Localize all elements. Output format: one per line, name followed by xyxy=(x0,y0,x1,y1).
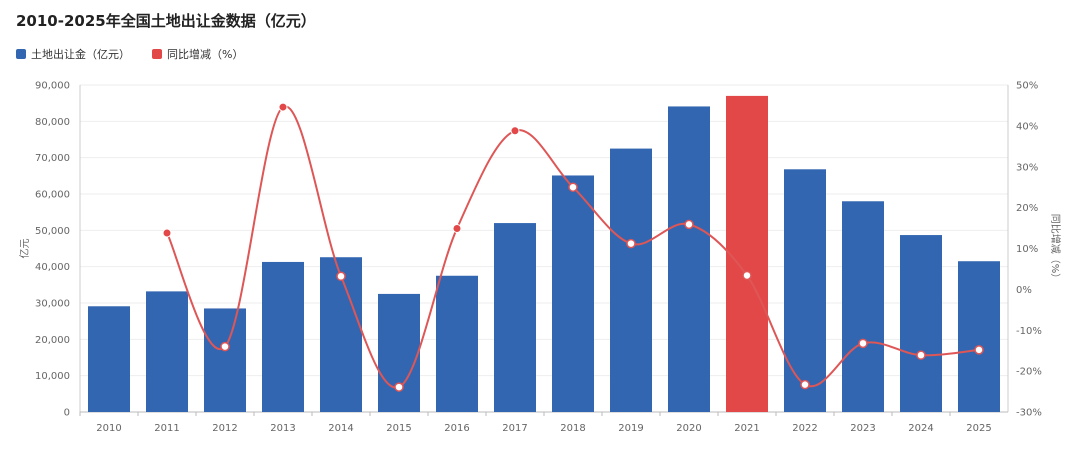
x-tick-label: 2017 xyxy=(502,423,527,434)
bar xyxy=(436,275,478,412)
line-point xyxy=(800,379,810,390)
legend-label-line: 同比增减（%） xyxy=(167,48,244,61)
line-point xyxy=(974,345,984,355)
line-point xyxy=(510,126,520,136)
bar xyxy=(88,306,130,412)
y-tick-label: 90,000 xyxy=(35,81,70,92)
y2-tick-label: -30% xyxy=(1016,408,1042,419)
bar xyxy=(668,106,710,412)
x-tick-label: 2012 xyxy=(212,423,237,434)
x-tick-label: 2025 xyxy=(966,423,991,434)
bar xyxy=(726,95,768,413)
bar xyxy=(378,293,420,412)
bar xyxy=(958,261,1000,412)
x-tick-label: 2020 xyxy=(676,423,701,434)
bar xyxy=(610,148,652,413)
line-point xyxy=(452,223,462,233)
x-tick-label: 2014 xyxy=(328,423,353,434)
line-point xyxy=(394,382,404,392)
x-tick-label: 2016 xyxy=(444,423,469,434)
y-tick-label: 50,000 xyxy=(35,226,70,237)
legend-item-bar[interactable]: 土地出让金（亿元） xyxy=(16,46,130,62)
bar xyxy=(204,308,246,412)
y-axis-title: 亿元 xyxy=(18,239,31,259)
line-point xyxy=(278,102,288,112)
x-tick-label: 2011 xyxy=(154,423,179,434)
y-tick-label: 60,000 xyxy=(35,190,70,201)
line-point xyxy=(916,350,926,360)
bar xyxy=(146,291,188,412)
x-tick-label: 2013 xyxy=(270,423,295,434)
y2-tick-label: 0% xyxy=(1016,285,1032,296)
legend-item-line[interactable]: 同比增减（%） xyxy=(152,46,243,62)
chart-title: 2010-2025年全国土地出让金数据（亿元） xyxy=(16,12,316,30)
bar xyxy=(784,169,826,412)
y-tick-label: 10,000 xyxy=(35,371,70,382)
legend-swatch-line xyxy=(152,49,162,59)
y2-tick-label: 10% xyxy=(1016,244,1038,255)
x-tick-label: 2024 xyxy=(908,423,933,434)
line-point xyxy=(684,219,694,230)
bar xyxy=(900,235,942,412)
y2-tick-label: -10% xyxy=(1016,326,1042,337)
line-point xyxy=(626,238,636,249)
legend-swatch-bar xyxy=(16,49,26,59)
y2-tick-label: -20% xyxy=(1016,367,1042,378)
bar xyxy=(842,201,884,412)
x-tick-label: 2023 xyxy=(850,423,875,434)
y2-tick-label: 40% xyxy=(1016,121,1038,132)
line-point xyxy=(858,338,868,349)
line-point xyxy=(568,182,578,192)
x-tick-label: 2021 xyxy=(734,423,759,434)
y2-tick-label: 30% xyxy=(1016,162,1038,173)
legend: 土地出让金（亿元） 同比增减（%） xyxy=(16,46,243,62)
y-tick-label: 30,000 xyxy=(35,299,70,310)
x-tick-label: 2019 xyxy=(618,423,643,434)
x-tick-label: 2015 xyxy=(386,423,411,434)
y2-axis-title: 同比增减（%） xyxy=(1049,214,1062,284)
y-tick-label: 0 xyxy=(64,408,70,419)
bar xyxy=(552,175,594,412)
x-tick-label: 2022 xyxy=(792,423,817,434)
y2-tick-label: 20% xyxy=(1016,203,1038,214)
line-point xyxy=(742,270,752,281)
bar xyxy=(262,261,304,412)
x-tick-label: 2010 xyxy=(96,423,121,434)
y-tick-label: 70,000 xyxy=(35,153,70,164)
y-tick-label: 20,000 xyxy=(35,335,70,346)
x-tick-label: 2018 xyxy=(560,423,585,434)
y2-tick-label: 50% xyxy=(1016,81,1038,92)
y-tick-label: 40,000 xyxy=(35,262,70,273)
line-point xyxy=(220,341,230,352)
line-point xyxy=(336,271,346,282)
bar xyxy=(494,223,536,412)
line-point xyxy=(162,228,172,238)
legend-label-bar: 土地出让金（亿元） xyxy=(31,48,130,61)
y-tick-label: 80,000 xyxy=(35,117,70,128)
bar xyxy=(320,257,362,412)
